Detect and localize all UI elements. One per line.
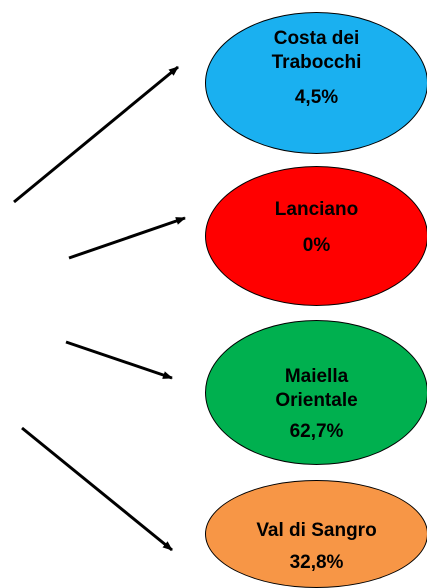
node-label: Maiella Orientale <box>275 366 358 411</box>
arrow-to-costa-dei-trabocchi <box>13 65 179 204</box>
arrow-to-lanciano <box>68 216 186 260</box>
node-label: Costa dei Trabocchi <box>271 28 362 73</box>
node-value: 4,5% <box>294 87 339 108</box>
arrow-to-val-di-sangro <box>21 426 173 552</box>
node-value: 32,8% <box>289 552 344 573</box>
node-label: Lanciano <box>274 199 359 220</box>
arrow-to-maiella-orientale <box>65 340 173 380</box>
node-costa-dei-trabocchi: Costa dei Trabocchi 4,5% <box>205 12 427 154</box>
node-label: Val di Sangro <box>256 520 377 541</box>
node-maiella-orientale: Maiella Orientale 62,7% <box>205 320 427 465</box>
node-value: 0% <box>302 235 331 256</box>
node-value: 62,7% <box>289 421 344 442</box>
node-val-di-sangro: Val di Sangro 32,8% <box>205 480 427 588</box>
node-lanciano: Lanciano 0% <box>205 166 427 306</box>
